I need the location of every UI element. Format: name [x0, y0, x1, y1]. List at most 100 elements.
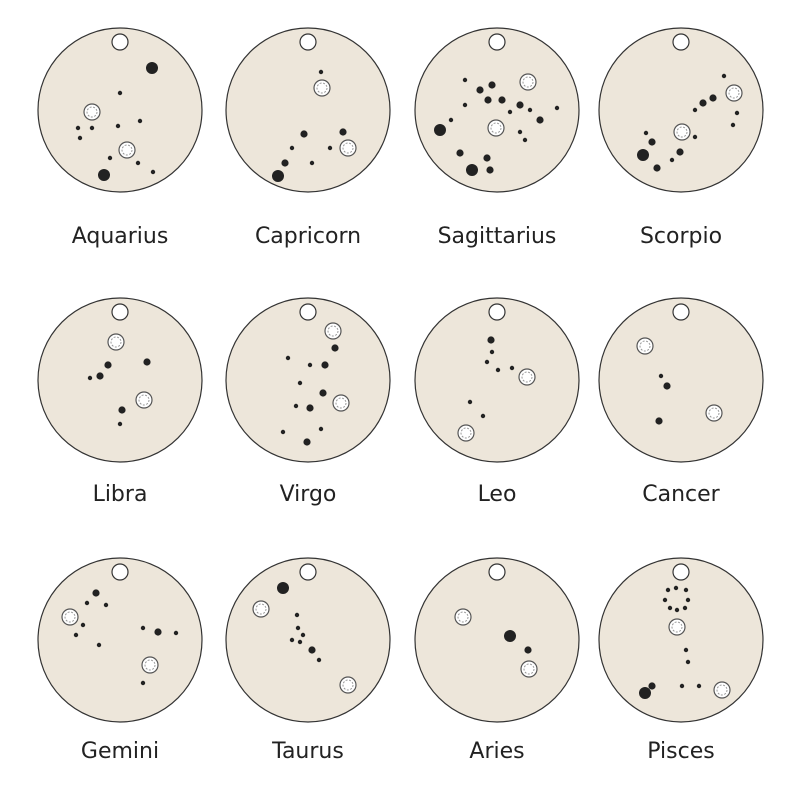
star — [467, 399, 473, 405]
star — [487, 336, 495, 344]
star — [137, 118, 143, 124]
star — [295, 625, 301, 631]
star — [676, 148, 684, 156]
star — [488, 81, 496, 89]
gem — [83, 103, 101, 121]
sign-label: Capricorn — [255, 224, 361, 249]
pendant-hole — [111, 303, 129, 321]
pendant-hole — [111, 563, 129, 581]
star — [683, 587, 689, 593]
pendant: Libra — [37, 297, 203, 507]
star — [434, 124, 446, 136]
star — [294, 612, 300, 618]
gem-facet — [716, 684, 728, 696]
gem — [705, 404, 723, 422]
star — [456, 149, 464, 157]
pendant-hole — [111, 33, 129, 51]
gem-facet — [110, 336, 122, 348]
gem-facet — [728, 87, 740, 99]
star — [734, 110, 740, 116]
star — [536, 116, 544, 124]
pendant-disc — [225, 557, 391, 723]
sign-label: Taurus — [271, 739, 344, 764]
pendant-hole — [672, 563, 690, 581]
star — [699, 99, 707, 107]
gem — [252, 600, 270, 618]
star — [486, 166, 494, 174]
star — [509, 365, 515, 371]
star — [674, 607, 680, 613]
sign-label: Gemini — [81, 739, 159, 764]
star — [517, 129, 523, 135]
pendant-disc — [225, 27, 391, 193]
star — [466, 164, 478, 176]
star — [476, 86, 484, 94]
star — [73, 632, 79, 638]
star — [484, 96, 492, 104]
star — [648, 138, 656, 146]
star — [318, 69, 324, 75]
star — [554, 105, 560, 111]
pendant: Cancer — [598, 297, 764, 507]
gem-facet — [521, 371, 533, 383]
gem-facet — [522, 76, 534, 88]
star — [480, 413, 486, 419]
gem — [457, 424, 475, 442]
sign-label: Cancer — [642, 482, 720, 507]
gem — [339, 676, 357, 694]
star — [117, 421, 123, 427]
pendant-disc — [37, 557, 203, 723]
star — [730, 122, 736, 128]
star — [489, 349, 495, 355]
star — [285, 355, 291, 361]
star — [462, 102, 468, 108]
star — [140, 680, 146, 686]
pendant: Taurus — [225, 557, 391, 764]
star — [683, 647, 689, 653]
star — [143, 358, 151, 366]
star — [648, 682, 656, 690]
star — [527, 107, 533, 113]
star — [319, 389, 327, 397]
star — [639, 687, 651, 699]
star — [77, 135, 83, 141]
gem — [636, 337, 654, 355]
gem — [713, 681, 731, 699]
sign-label: Aries — [469, 739, 524, 764]
star — [448, 117, 454, 123]
star — [685, 659, 691, 665]
gem — [141, 656, 159, 674]
star — [307, 362, 313, 368]
star — [665, 587, 671, 593]
star — [658, 373, 664, 379]
pendant-hole — [672, 303, 690, 321]
sign-label: Pisces — [647, 739, 714, 764]
star — [154, 628, 162, 636]
star — [673, 585, 679, 591]
gem — [324, 322, 342, 340]
pendant-disc — [37, 297, 203, 463]
star — [104, 361, 112, 369]
star — [300, 130, 308, 138]
star — [277, 582, 289, 594]
gem — [725, 84, 743, 102]
star — [272, 170, 284, 182]
star — [293, 403, 299, 409]
star — [308, 646, 316, 654]
star — [679, 683, 685, 689]
gem — [313, 79, 331, 97]
pendant: Gemini — [37, 557, 203, 764]
pendant-disc — [598, 297, 764, 463]
star — [696, 683, 702, 689]
star — [339, 128, 347, 136]
star — [306, 404, 314, 412]
gem-facet — [121, 144, 133, 156]
pendant: Leo — [414, 297, 580, 507]
star — [685, 597, 691, 603]
star — [504, 630, 516, 642]
star — [89, 125, 95, 131]
star — [516, 101, 524, 109]
pendant-hole — [488, 563, 506, 581]
gem-facet — [327, 325, 339, 337]
star — [653, 164, 661, 172]
